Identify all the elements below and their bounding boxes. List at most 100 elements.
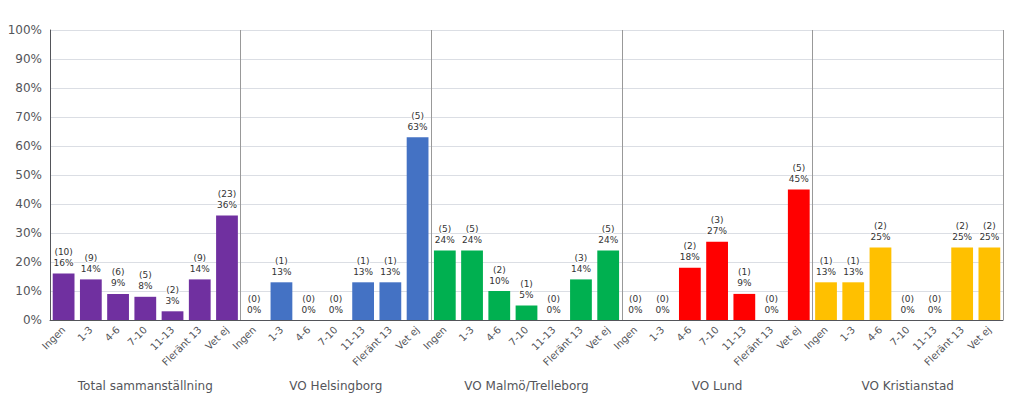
svg-text:Fleränt 13: Fleränt 13 xyxy=(922,324,966,368)
svg-text:4-6: 4-6 xyxy=(293,324,312,343)
svg-text:(5): (5) xyxy=(602,224,615,234)
svg-text:10%: 10% xyxy=(489,276,509,286)
svg-text:9%: 9% xyxy=(111,278,126,288)
svg-text:(5): (5) xyxy=(466,224,479,234)
svg-text:13%: 13% xyxy=(843,267,863,277)
svg-text:Fleränt 13: Fleränt 13 xyxy=(541,324,585,368)
svg-text:(0): (0) xyxy=(330,294,343,304)
svg-text:4-6: 4-6 xyxy=(484,324,503,343)
svg-text:(23): (23) xyxy=(218,189,236,199)
svg-text:16%: 16% xyxy=(54,258,74,268)
svg-text:Ingen: Ingen xyxy=(230,324,258,352)
svg-text:18%: 18% xyxy=(680,252,700,262)
svg-text:(0): (0) xyxy=(656,294,669,304)
svg-text:(0): (0) xyxy=(929,294,942,304)
svg-text:(1): (1) xyxy=(520,279,533,289)
svg-text:24%: 24% xyxy=(598,235,618,245)
svg-text:(0): (0) xyxy=(248,294,261,304)
svg-text:40%: 40% xyxy=(15,197,42,211)
svg-text:(3): (3) xyxy=(575,253,588,263)
svg-text:25%: 25% xyxy=(979,232,999,242)
svg-text:50%: 50% xyxy=(15,168,42,182)
svg-text:(1): (1) xyxy=(820,256,833,266)
svg-text:VO Helsingborg: VO Helsingborg xyxy=(289,379,382,393)
svg-text:90%: 90% xyxy=(15,52,42,66)
svg-text:(6): (6) xyxy=(112,267,125,277)
svg-text:100%: 100% xyxy=(8,23,42,37)
svg-text:(2): (2) xyxy=(166,285,179,295)
svg-text:Ingen: Ingen xyxy=(421,324,449,352)
svg-text:13%: 13% xyxy=(816,267,836,277)
svg-text:0%: 0% xyxy=(628,305,643,315)
svg-text:80%: 80% xyxy=(15,81,42,95)
svg-text:Vet ej: Vet ej xyxy=(966,324,994,352)
svg-text:0%: 0% xyxy=(764,305,779,315)
svg-text:60%: 60% xyxy=(15,139,42,153)
svg-text:0%: 0% xyxy=(329,305,344,315)
svg-text:0%: 0% xyxy=(23,313,42,327)
svg-text:24%: 24% xyxy=(462,235,482,245)
svg-text:(2): (2) xyxy=(493,265,506,275)
svg-text:(9): (9) xyxy=(84,253,97,263)
svg-text:8%: 8% xyxy=(138,281,153,291)
svg-text:0%: 0% xyxy=(547,305,562,315)
svg-text:1-3: 1-3 xyxy=(457,324,476,343)
svg-text:0%: 0% xyxy=(247,305,262,315)
svg-text:1-3: 1-3 xyxy=(647,324,666,343)
svg-text:(2): (2) xyxy=(983,221,996,231)
svg-text:7-10: 7-10 xyxy=(507,324,531,348)
svg-text:(0): (0) xyxy=(765,294,778,304)
svg-text:7-10: 7-10 xyxy=(316,324,340,348)
svg-text:36%: 36% xyxy=(217,200,237,210)
svg-text:30%: 30% xyxy=(15,226,42,240)
svg-text:(2): (2) xyxy=(683,241,696,251)
svg-text:13%: 13% xyxy=(353,267,373,277)
svg-text:0%: 0% xyxy=(656,305,671,315)
svg-text:Vet ej: Vet ej xyxy=(775,324,803,352)
svg-text:(1): (1) xyxy=(847,256,860,266)
svg-text:(1): (1) xyxy=(357,256,370,266)
svg-text:(0): (0) xyxy=(629,294,642,304)
svg-text:1-3: 1-3 xyxy=(75,324,94,343)
svg-text:(1): (1) xyxy=(384,256,397,266)
svg-text:13%: 13% xyxy=(380,267,400,277)
svg-text:Ingen: Ingen xyxy=(40,324,68,352)
svg-text:7-10: 7-10 xyxy=(125,324,149,348)
svg-text:(1): (1) xyxy=(738,267,751,277)
svg-text:(0): (0) xyxy=(547,294,560,304)
svg-text:VO Malmö/Trelleborg: VO Malmö/Trelleborg xyxy=(464,379,588,393)
svg-text:0%: 0% xyxy=(302,305,317,315)
svg-text:4-6: 4-6 xyxy=(674,324,693,343)
svg-text:(2): (2) xyxy=(874,221,887,231)
svg-text:(1): (1) xyxy=(275,256,288,266)
svg-text:(2): (2) xyxy=(956,221,969,231)
svg-text:5%: 5% xyxy=(519,290,534,300)
svg-text:Fleränt 13: Fleränt 13 xyxy=(732,324,776,368)
svg-text:20%: 20% xyxy=(15,255,42,269)
svg-text:25%: 25% xyxy=(870,232,890,242)
svg-text:Vet ej: Vet ej xyxy=(394,324,422,352)
svg-text:1-3: 1-3 xyxy=(266,324,285,343)
svg-text:7-10: 7-10 xyxy=(697,324,721,348)
svg-text:70%: 70% xyxy=(15,110,42,124)
svg-text:(0): (0) xyxy=(901,294,914,304)
svg-text:24%: 24% xyxy=(435,235,455,245)
svg-text:4-6: 4-6 xyxy=(865,324,884,343)
svg-text:Vet ej: Vet ej xyxy=(203,324,231,352)
svg-text:(5): (5) xyxy=(792,163,805,173)
svg-text:7-10: 7-10 xyxy=(888,324,912,348)
svg-text:4-6: 4-6 xyxy=(103,324,122,343)
svg-text:Fleränt 13: Fleränt 13 xyxy=(160,324,204,368)
svg-text:(5): (5) xyxy=(411,111,424,121)
svg-text:(3): (3) xyxy=(711,215,724,225)
svg-text:14%: 14% xyxy=(190,264,210,274)
svg-text:0%: 0% xyxy=(928,305,943,315)
svg-text:1-3: 1-3 xyxy=(838,324,857,343)
svg-text:(9): (9) xyxy=(193,253,206,263)
svg-text:(10): (10) xyxy=(54,247,72,257)
svg-text:0%: 0% xyxy=(901,305,916,315)
svg-text:Total sammanställning: Total sammanställning xyxy=(77,379,213,393)
svg-text:Ingen: Ingen xyxy=(612,324,640,352)
svg-text:VO Kristianstad: VO Kristianstad xyxy=(861,379,954,393)
svg-text:14%: 14% xyxy=(81,264,101,274)
